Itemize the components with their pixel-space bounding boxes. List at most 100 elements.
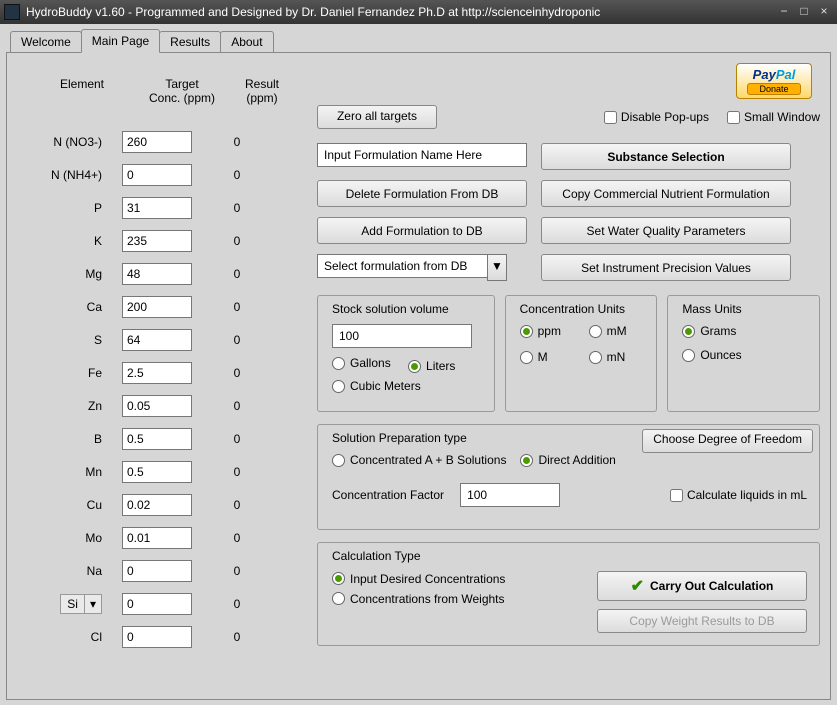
elements-header: Element TargetConc. (ppm) Result(ppm) [27, 77, 297, 105]
result-value: 0 [202, 366, 272, 380]
element-label: N (NO3-) [27, 135, 122, 149]
element-label: B [27, 432, 122, 446]
element-select[interactable]: Si▾ [60, 594, 102, 614]
cubic-meters-radio[interactable]: Cubic Meters [332, 379, 421, 393]
tab-results[interactable]: Results [159, 31, 221, 52]
from-weights-radio[interactable]: Concentrations from Weights [332, 592, 505, 606]
result-value: 0 [202, 399, 272, 413]
minimize-icon[interactable]: − [775, 4, 793, 20]
target-conc-input[interactable] [122, 494, 192, 516]
conc-factor-label: Concentration Factor [332, 488, 444, 502]
disable-popups-checkbox[interactable]: Disable Pop-ups [604, 110, 709, 124]
degree-of-freedom-button[interactable]: Choose Degree of Freedom [642, 429, 813, 453]
tab-bar: Welcome Main Page Results About [6, 30, 831, 52]
element-label: Ca [27, 300, 122, 314]
target-conc-input[interactable] [122, 395, 192, 417]
direct-addition-radio[interactable]: Direct Addition [520, 453, 615, 467]
element-row: S0 [27, 323, 297, 356]
target-conc-input[interactable] [122, 230, 192, 252]
result-value: 0 [202, 267, 272, 281]
target-conc-input[interactable] [122, 560, 192, 582]
input-conc-radio[interactable]: Input Desired Concentrations [332, 572, 505, 586]
element-row: Ca0 [27, 290, 297, 323]
M-radio[interactable]: M [520, 350, 565, 364]
delete-formulation-button[interactable]: Delete Formulation From DB [317, 180, 527, 207]
check-icon: ✔ [631, 576, 644, 596]
precision-values-button[interactable]: Set Instrument Precision Values [541, 254, 791, 281]
element-row: Cu0 [27, 488, 297, 521]
element-row: Mn0 [27, 455, 297, 488]
paypal-donate-button[interactable]: PayPal Donate [736, 63, 812, 99]
grams-radio[interactable]: Grams [682, 324, 793, 338]
hdr-result1: Result [227, 77, 297, 91]
element-label: K [27, 234, 122, 248]
hdr-target1: Target [137, 77, 227, 91]
element-label: Cu [27, 498, 122, 512]
target-conc-input[interactable] [122, 197, 192, 219]
result-value: 0 [202, 234, 272, 248]
small-window-checkbox[interactable]: Small Window [727, 110, 820, 124]
target-conc-input[interactable] [122, 527, 192, 549]
element-row: Fe 0 [27, 356, 297, 389]
target-conc-input[interactable] [122, 296, 192, 318]
maximize-icon[interactable]: □ [795, 4, 813, 20]
ppm-radio[interactable]: ppm [520, 324, 565, 338]
element-label: Zn [27, 399, 122, 413]
element-row: Mg 0 [27, 257, 297, 290]
tab-main-page[interactable]: Main Page [81, 29, 160, 53]
formulation-name-input[interactable] [317, 143, 527, 167]
substance-selection-button[interactable]: Substance Selection [541, 143, 791, 170]
target-conc-input[interactable] [122, 164, 192, 186]
element-row: P0 [27, 191, 297, 224]
close-icon[interactable]: × [815, 4, 833, 20]
tab-about[interactable]: About [220, 31, 273, 52]
ab-solutions-radio[interactable]: Concentrated A + B Solutions [332, 453, 506, 467]
element-label: Mn [27, 465, 122, 479]
element-label: P [27, 201, 122, 215]
chevron-down-icon[interactable]: ▾ [84, 595, 101, 613]
water-quality-button[interactable]: Set Water Quality Parameters [541, 217, 791, 244]
target-conc-input[interactable] [122, 131, 192, 153]
app-icon [4, 4, 20, 20]
chevron-down-icon[interactable]: ▼ [487, 254, 507, 281]
target-conc-input[interactable] [122, 329, 192, 351]
mM-radio[interactable]: mM [589, 324, 631, 338]
element-row: B0 [27, 422, 297, 455]
element-row: N (NO3-)0 [27, 125, 297, 158]
zero-all-targets-button[interactable]: Zero all targets [317, 105, 437, 129]
calc-type-label: Calculation Type [332, 549, 421, 563]
element-row: Na0 [27, 554, 297, 587]
target-conc-input[interactable] [122, 461, 192, 483]
target-conc-input[interactable] [122, 428, 192, 450]
select-formulation-combo[interactable]: ▼ [317, 254, 507, 281]
result-value: 0 [202, 531, 272, 545]
gallons-radio[interactable]: Gallons [332, 356, 391, 370]
element-label: Mo [27, 531, 122, 545]
element-row: Si▾ 0 [27, 587, 297, 620]
liters-radio[interactable]: Liters [408, 359, 455, 373]
result-value: 0 [202, 630, 272, 644]
result-value: 0 [202, 597, 272, 611]
ounces-radio[interactable]: Ounces [682, 348, 793, 362]
conc-factor-input[interactable] [460, 483, 560, 507]
hdr-element: Element [27, 77, 137, 91]
target-conc-input[interactable] [122, 362, 192, 384]
add-formulation-button[interactable]: Add Formulation to DB [317, 217, 527, 244]
mN-radio[interactable]: mN [589, 350, 631, 364]
element-label: Fe [27, 366, 122, 380]
carry-out-calculation-button[interactable]: ✔Carry Out Calculation [597, 571, 807, 601]
copy-commercial-button[interactable]: Copy Commercial Nutrient Formulation [541, 180, 791, 207]
element-label: Mg [27, 267, 122, 281]
element-row: N (NH4+)0 [27, 158, 297, 191]
calc-liquids-ml-checkbox[interactable]: Calculate liquids in mL [670, 488, 807, 502]
copy-weight-results-button: Copy Weight Results to DB [597, 609, 807, 633]
tab-welcome[interactable]: Welcome [10, 31, 82, 52]
stock-volume-label: Stock solution volume [332, 302, 449, 316]
target-conc-input[interactable] [122, 263, 192, 285]
donate-label: Donate [747, 83, 801, 95]
stock-volume-input[interactable] [332, 324, 472, 348]
element-label: S [27, 333, 122, 347]
select-formulation-field[interactable] [317, 254, 487, 278]
target-conc-input[interactable] [122, 593, 192, 615]
target-conc-input[interactable] [122, 626, 192, 648]
